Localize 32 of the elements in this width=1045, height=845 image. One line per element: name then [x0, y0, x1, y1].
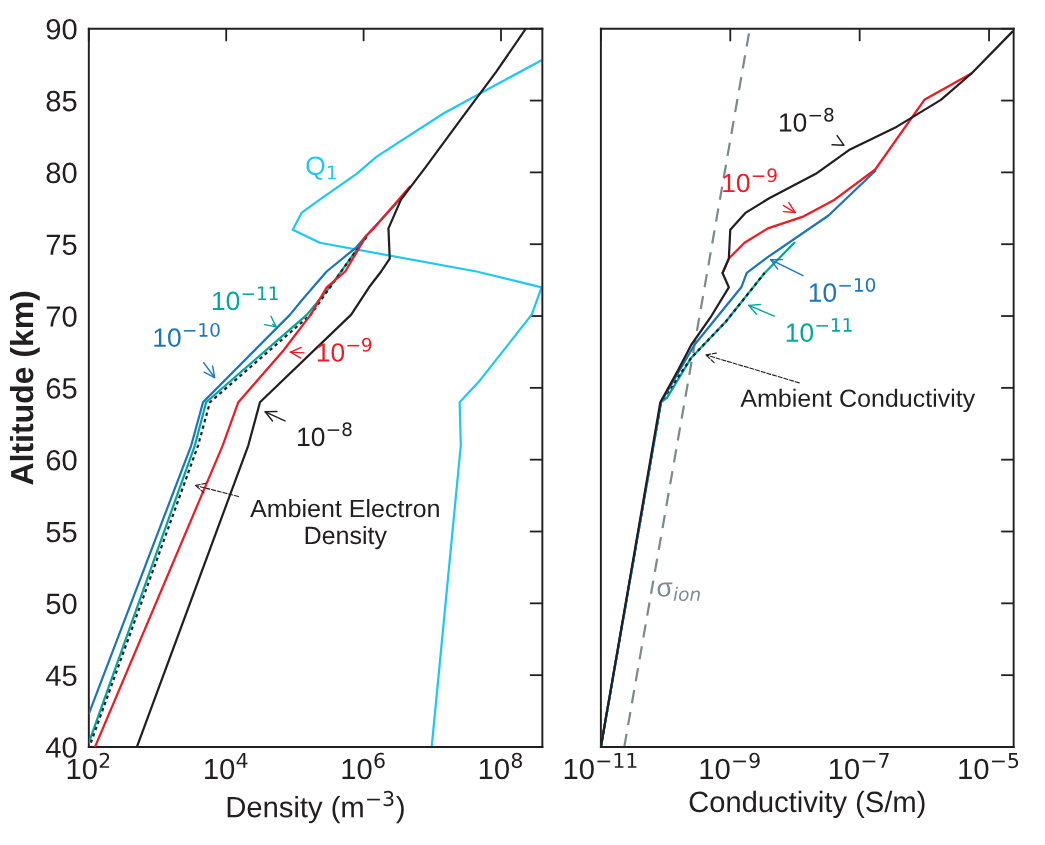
x-axis-title: Density (m$^{−3}$) [227, 790, 404, 824]
annotation: 10$^{−8}$ [779, 107, 834, 132]
y-tick-label: 90 [46, 18, 77, 40]
annotation: 10$^{−10}$ [154, 322, 220, 347]
annotation: 10$^{−9}$ [723, 168, 777, 193]
x-tick-label: 10$^{−7}$ [829, 752, 889, 780]
y-tick-label: 85 [46, 90, 77, 112]
y-tick-label: 80 [46, 162, 77, 184]
annotation: 10$^{−10}$ [809, 277, 876, 303]
y-axis-title: Altitude (km) [9, 291, 40, 485]
x-tick-label: 10$^{−11}$ [564, 752, 637, 780]
y-tick-label: 75 [46, 234, 77, 256]
x-tick-label: 10$^{8}$ [479, 752, 522, 780]
y-tick-label: 50 [46, 593, 77, 615]
annotation: 10$^{−9}$ [317, 337, 372, 362]
x-tick-label: 10$^{4}$ [205, 752, 248, 780]
y-tick-label: 70 [46, 306, 77, 327]
annotation: 10$^{−11}$ [786, 318, 852, 342]
y-tick-label: 55 [46, 522, 77, 543]
y-tick-label: 60 [46, 449, 77, 471]
annotation: Ambient Conductivity [740, 388, 976, 413]
x-tick-label: 10$^{6}$ [342, 752, 385, 780]
annotation: Ambient Electron Density [250, 498, 439, 550]
x-tick-label: 10$^{−9}$ [700, 752, 760, 780]
annotation: 10$^{−8}$ [298, 422, 352, 447]
y-tick-label: 45 [45, 665, 77, 687]
x-tick-label: 10$^{−5}$ [959, 752, 1019, 780]
annotation: Q$_{1}$ [306, 156, 337, 180]
annotation: 10$^{−11}$ [212, 286, 278, 311]
annotation: σ$_{ion}$ [657, 582, 700, 602]
y-tick-label: 65 [46, 378, 77, 399]
x-axis-title: Conductivity (S/m) [689, 790, 925, 819]
